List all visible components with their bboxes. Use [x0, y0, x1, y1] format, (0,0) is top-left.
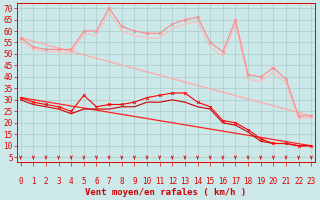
X-axis label: Vent moyen/en rafales ( km/h ): Vent moyen/en rafales ( km/h ) [85, 188, 247, 197]
